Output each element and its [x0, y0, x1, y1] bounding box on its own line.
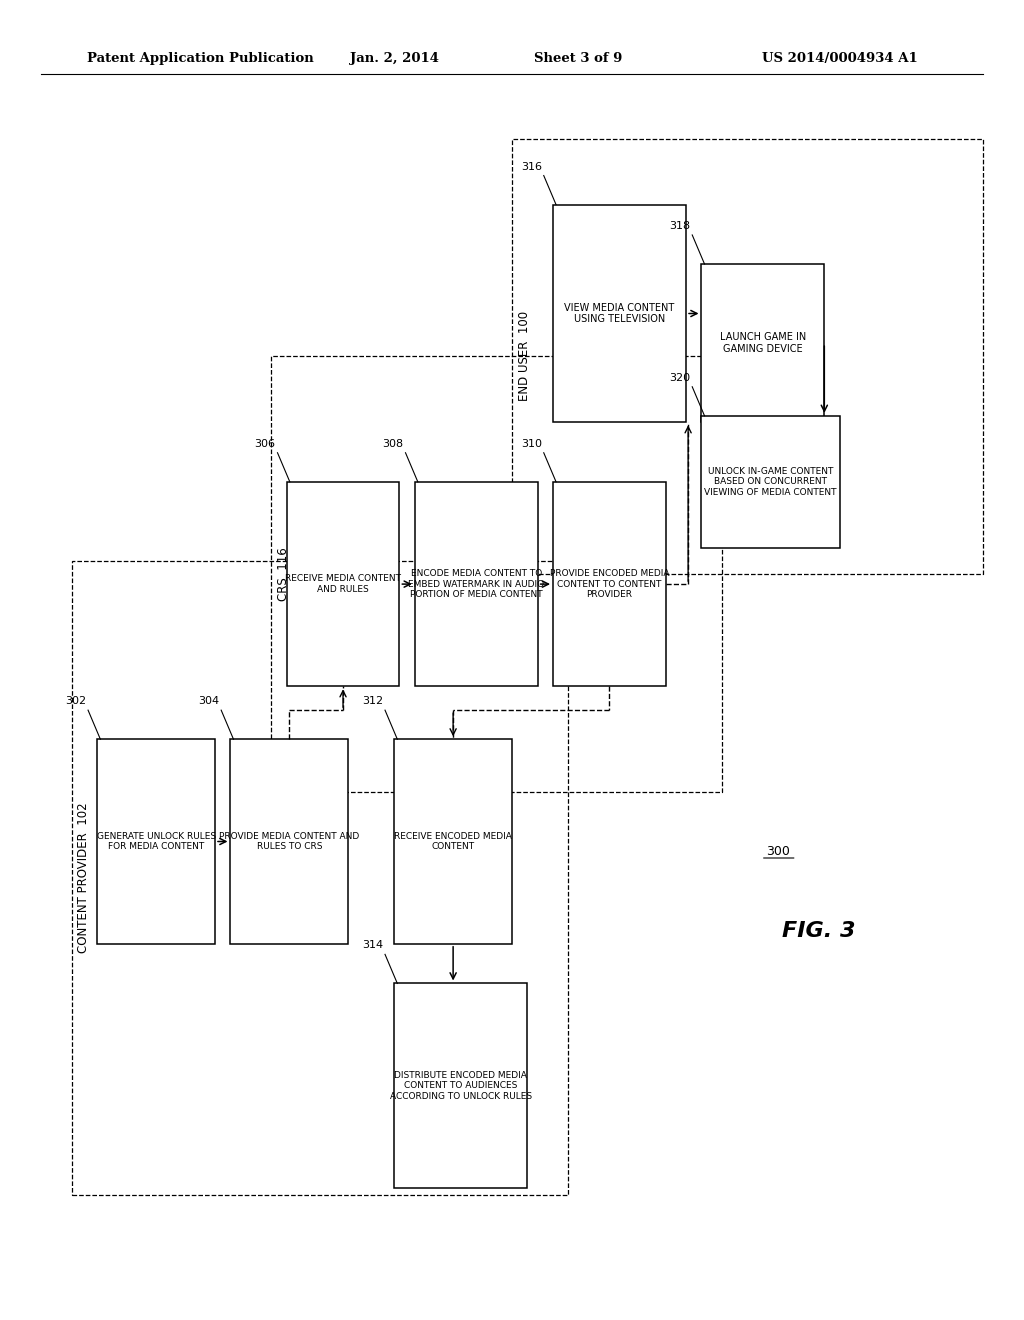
Bar — [230, 739, 348, 944]
Text: FIG. 3: FIG. 3 — [782, 920, 856, 941]
Text: LAUNCH GAME IN
GAMING DEVICE: LAUNCH GAME IN GAMING DEVICE — [720, 333, 806, 354]
Text: 316: 316 — [520, 161, 542, 172]
Text: 302: 302 — [65, 696, 86, 706]
Text: US 2014/0004934 A1: US 2014/0004934 A1 — [762, 51, 918, 65]
Text: VIEW MEDIA CONTENT
USING TELEVISION: VIEW MEDIA CONTENT USING TELEVISION — [564, 302, 675, 325]
Bar — [701, 264, 824, 422]
Bar — [97, 739, 215, 944]
Bar — [553, 205, 686, 422]
Text: 318: 318 — [669, 220, 690, 231]
Text: 310: 310 — [520, 438, 542, 449]
Bar — [271, 356, 722, 792]
Text: PROVIDE ENCODED MEDIA
CONTENT TO CONTENT
PROVIDER: PROVIDE ENCODED MEDIA CONTENT TO CONTENT… — [550, 569, 669, 599]
Text: 308: 308 — [382, 438, 403, 449]
Text: 306: 306 — [254, 438, 275, 449]
Text: ENCODE MEDIA CONTENT TO
EMBED WATERMARK IN AUDIO
PORTION OF MEDIA CONTENT: ENCODE MEDIA CONTENT TO EMBED WATERMARK … — [409, 569, 544, 599]
Text: 314: 314 — [361, 940, 383, 950]
Text: Patent Application Publication: Patent Application Publication — [87, 51, 313, 65]
Text: RECEIVE MEDIA CONTENT
AND RULES: RECEIVE MEDIA CONTENT AND RULES — [285, 574, 401, 594]
Text: 320: 320 — [669, 372, 690, 383]
Text: 300: 300 — [766, 845, 791, 858]
Text: CONTENT PROVIDER  102: CONTENT PROVIDER 102 — [78, 803, 90, 953]
Text: Jan. 2, 2014: Jan. 2, 2014 — [350, 51, 438, 65]
Text: UNLOCK IN-GAME CONTENT
BASED ON CONCURRENT
VIEWING OF MEDIA CONTENT: UNLOCK IN-GAME CONTENT BASED ON CONCURRE… — [705, 467, 837, 496]
Bar — [553, 482, 666, 686]
Bar — [287, 482, 399, 686]
Bar — [394, 983, 527, 1188]
Text: DISTRIBUTE ENCODED MEDIA
CONTENT TO AUDIENCES
ACCORDING TO UNLOCK RULES: DISTRIBUTE ENCODED MEDIA CONTENT TO AUDI… — [390, 1071, 531, 1101]
Bar — [415, 482, 538, 686]
Text: GENERATE UNLOCK RULES
FOR MEDIA CONTENT: GENERATE UNLOCK RULES FOR MEDIA CONTENT — [96, 832, 216, 851]
Bar — [512, 139, 983, 574]
Text: END USER  100: END USER 100 — [518, 312, 530, 401]
Text: 312: 312 — [361, 696, 383, 706]
Bar — [72, 561, 568, 1195]
Text: CRS  116: CRS 116 — [278, 548, 290, 601]
Bar — [394, 739, 512, 944]
Text: PROVIDE MEDIA CONTENT AND
RULES TO CRS: PROVIDE MEDIA CONTENT AND RULES TO CRS — [219, 832, 359, 851]
Text: Sheet 3 of 9: Sheet 3 of 9 — [535, 51, 623, 65]
Text: RECEIVE ENCODED MEDIA
CONTENT: RECEIVE ENCODED MEDIA CONTENT — [394, 832, 512, 851]
Bar — [701, 416, 840, 548]
Text: 304: 304 — [198, 696, 219, 706]
